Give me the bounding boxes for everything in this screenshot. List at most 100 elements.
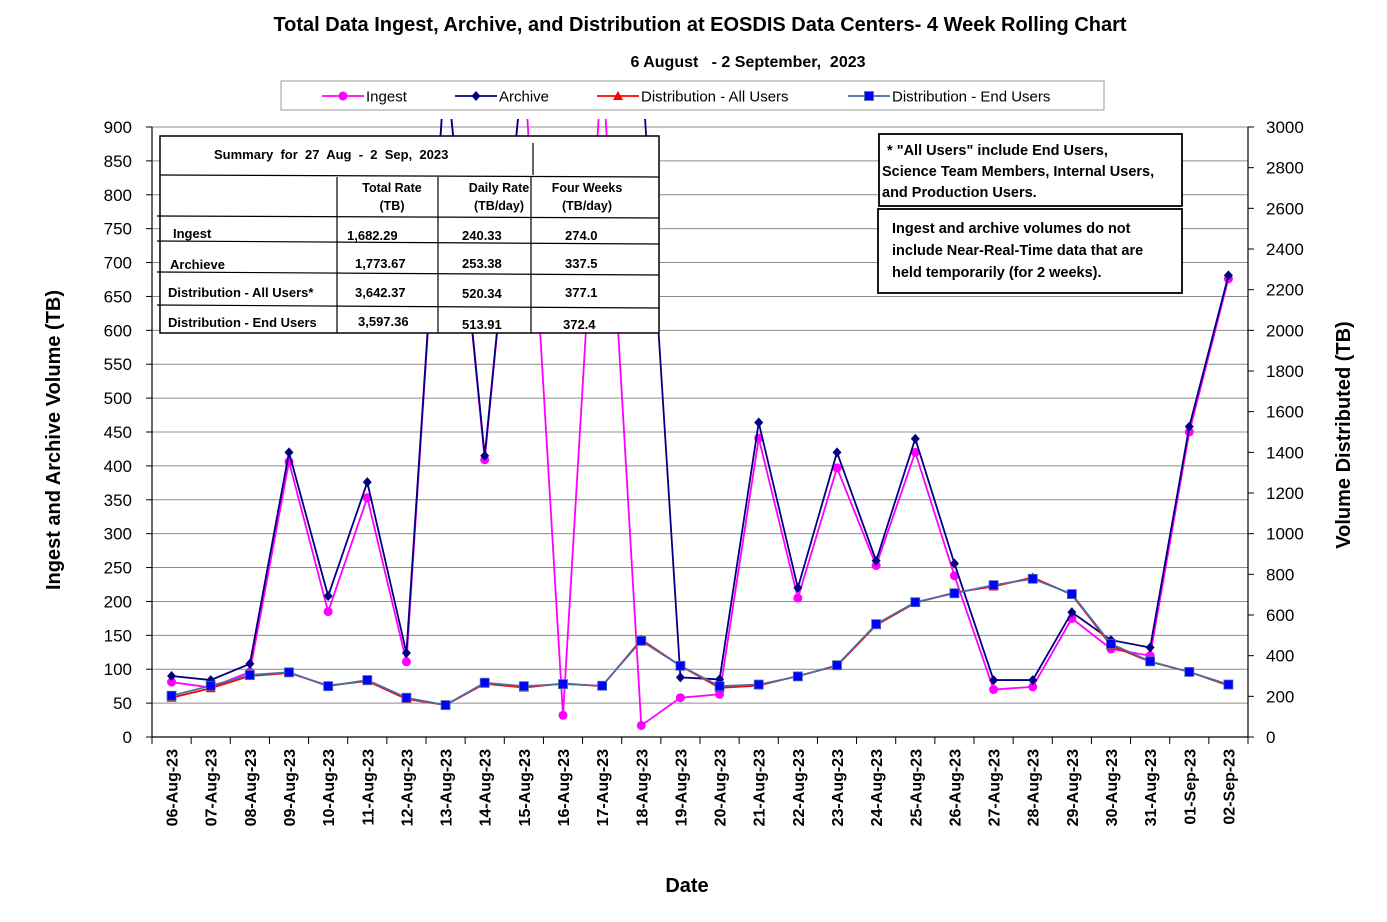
table-header-four-1: Four Weeks	[552, 181, 623, 195]
table-row-label: Archieve	[170, 257, 225, 272]
y2-tick-label: 1600	[1266, 403, 1304, 422]
x-tick-label: 01-Sep-23	[1182, 749, 1199, 825]
y-tick-label: 0	[123, 728, 132, 747]
data-point	[675, 672, 685, 683]
data-point	[1145, 642, 1155, 653]
table-cell: 377.1	[565, 285, 598, 300]
y2-tick-label: 400	[1266, 647, 1294, 666]
data-point	[1184, 667, 1195, 677]
series-line	[171, 119, 1230, 728]
x-tick-label: 06-Aug-23	[165, 749, 182, 826]
data-point	[167, 671, 177, 681]
table-header-daily-1: Daily Rate	[469, 181, 529, 195]
x-tick-label: 23-Aug-23	[830, 749, 847, 826]
series-archive	[167, 119, 1233, 686]
note-nrt: Ingest and archive volumes do not includ…	[877, 208, 1183, 294]
data-point	[166, 690, 177, 701]
data-point	[323, 681, 334, 692]
table-cell: 1,682.29	[347, 228, 398, 243]
x-tick-label: 16-Aug-23	[556, 749, 573, 826]
y2-tick-label: 2600	[1266, 199, 1304, 218]
data-point	[949, 558, 959, 569]
note-all-users: * "All Users" include End Users, Science…	[878, 133, 1183, 207]
data-point	[401, 657, 411, 667]
data-point	[1028, 675, 1038, 686]
y2-tick-label: 1800	[1266, 362, 1304, 381]
x-tick-label: 31-Aug-23	[1143, 749, 1160, 826]
data-point	[910, 447, 920, 457]
table-cell: 513.91	[462, 317, 502, 332]
data-point	[167, 677, 177, 687]
data-point	[401, 692, 412, 703]
data-point	[1028, 682, 1038, 692]
table-header-four-2: (TB/day)	[562, 199, 612, 213]
legend-marker	[471, 91, 481, 101]
y-tick-label: 800	[104, 186, 132, 205]
legend-label: Archive	[499, 89, 549, 106]
data-point	[205, 680, 216, 691]
legend-box	[280, 80, 1105, 111]
legend-label: Distribution - All Users	[641, 89, 789, 106]
y-tick-label: 450	[104, 423, 132, 442]
data-point	[910, 597, 921, 608]
x-tick-label: 08-Aug-23	[243, 749, 260, 826]
legend-marker	[864, 91, 874, 101]
x-tick-label: 12-Aug-23	[399, 749, 416, 826]
y2-tick-label: 2400	[1266, 240, 1304, 259]
x-tick-label: 11-Aug-23	[360, 749, 377, 826]
data-point	[989, 685, 999, 695]
table-header-total-2: (TB)	[380, 199, 405, 213]
table-row-label: Distribution - All Users*	[168, 285, 314, 300]
y-tick-label: 50	[113, 694, 132, 713]
chart-title: Total Data Ingest, Archive, and Distribu…	[273, 14, 1126, 36]
data-point	[636, 720, 646, 730]
data-point	[479, 677, 490, 688]
legend: Ingest Archive Distribution - All Users Dis…	[280, 80, 1105, 111]
data-point	[1184, 421, 1194, 432]
data-point	[1223, 270, 1233, 281]
y-tick-label: 300	[104, 525, 132, 544]
data-point	[1067, 607, 1077, 618]
data-point	[988, 580, 999, 591]
y-tick-label: 400	[104, 457, 132, 476]
x-tick-label: 21-Aug-23	[752, 749, 769, 826]
series-line	[171, 577, 1229, 707]
table-header-total-1: Total Rate	[362, 181, 422, 195]
legend-marker	[613, 91, 623, 100]
note-line: * "All Users" include End Users,	[883, 143, 1108, 159]
y2-tick-label: 800	[1266, 565, 1294, 584]
y-axis-right-title: Volume Distributed (TB)	[1333, 321, 1355, 548]
y2-tick-label: 1000	[1266, 525, 1304, 544]
x-tick-label: 07-Aug-23	[204, 749, 221, 826]
data-point	[1066, 589, 1077, 599]
note-line: include Near-Real-Time data that are	[892, 243, 1143, 259]
data-point	[832, 463, 842, 473]
x-tick-label: 20-Aug-23	[713, 749, 730, 826]
y2-tick-label: 1400	[1266, 443, 1304, 462]
y2-tick-label: 3000	[1266, 118, 1304, 137]
note-line: Ingest and archive volumes do not	[892, 221, 1131, 237]
table-header-daily-2: (TB/day)	[474, 199, 524, 213]
table-cell: 520.34	[462, 286, 503, 301]
note-line: held temporarily (for 2 weeks).	[892, 265, 1102, 281]
data-point	[989, 675, 999, 686]
table-cell: 3,597.36	[358, 314, 409, 329]
x-axis-title: Date	[665, 875, 708, 897]
series-line	[171, 119, 1230, 681]
summary-table: Summary for 27 Aug - 2 Sep, 2023 Total R…	[156, 135, 660, 334]
data-point	[1223, 679, 1234, 690]
x-tick-label: 09-Aug-23	[282, 749, 299, 826]
data-point	[284, 447, 294, 458]
y2-tick-label: 2000	[1266, 321, 1304, 340]
y2-tick-label: 2800	[1266, 159, 1304, 178]
data-point	[871, 619, 882, 630]
legend-label: Ingest	[366, 89, 408, 106]
data-point	[362, 477, 372, 488]
table-cell: 274.0	[565, 228, 598, 243]
data-point	[1145, 656, 1156, 667]
x-tick-label: 28-Aug-23	[1026, 749, 1043, 826]
data-point	[832, 447, 842, 458]
x-tick-label: 26-Aug-23	[947, 749, 964, 826]
x-tick-label: 30-Aug-23	[1104, 749, 1121, 826]
x-tick-label: 14-Aug-23	[478, 749, 495, 826]
